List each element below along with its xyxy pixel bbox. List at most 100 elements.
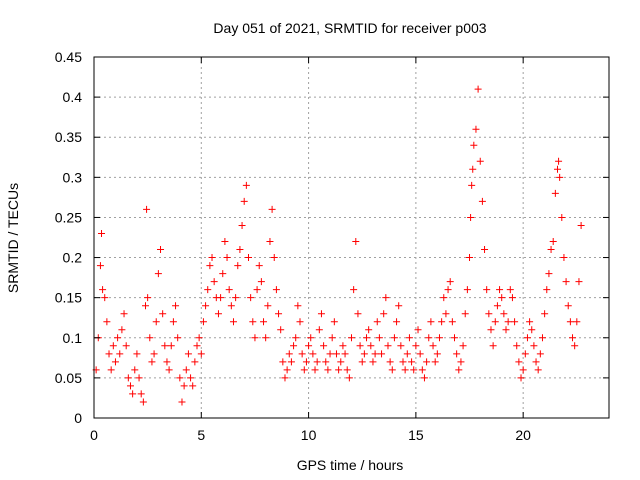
- data-point: [120, 310, 128, 318]
- data-point: [410, 366, 418, 374]
- data-point: [129, 390, 137, 398]
- data-point: [262, 334, 270, 342]
- data-point: [285, 350, 293, 358]
- data-point: [519, 366, 527, 374]
- data-point: [478, 197, 486, 205]
- data-point: [197, 350, 205, 358]
- data-point: [234, 262, 242, 270]
- data-point: [515, 358, 523, 366]
- data-point: [245, 254, 252, 262]
- data-point: [169, 318, 177, 326]
- data-point: [337, 358, 345, 366]
- data-point: [521, 350, 529, 358]
- data-point: [470, 141, 478, 149]
- chart-title: Day 051 of 2021, SRMTID for receiver p00…: [213, 20, 486, 36]
- data-point: [427, 318, 435, 326]
- data-point: [558, 213, 566, 221]
- data-point: [229, 318, 237, 326]
- data-point: [438, 318, 446, 326]
- data-point: [99, 286, 107, 294]
- data-point: [322, 358, 330, 366]
- data-point: [232, 294, 240, 302]
- data-point: [268, 205, 276, 213]
- data-point: [191, 358, 199, 366]
- data-point: [390, 334, 398, 342]
- data-point: [326, 350, 334, 358]
- data-point: [221, 238, 229, 246]
- data-point: [204, 286, 212, 294]
- data-point: [485, 310, 493, 318]
- data-point: [150, 350, 158, 358]
- data-point: [206, 262, 214, 270]
- data-point: [371, 350, 379, 358]
- data-point: [534, 366, 542, 374]
- data-point: [412, 342, 420, 350]
- data-point: [354, 310, 362, 318]
- data-point: [238, 221, 246, 229]
- data-point: [474, 85, 482, 93]
- data-point: [459, 342, 467, 350]
- data-point: [556, 173, 564, 181]
- data-point: [545, 270, 553, 278]
- data-point: [165, 366, 173, 374]
- data-point: [182, 366, 190, 374]
- data-point: [575, 278, 583, 286]
- y-tick-label: 0.05: [55, 370, 82, 386]
- data-point: [105, 350, 113, 358]
- data-point: [184, 350, 192, 358]
- data-point: [511, 318, 519, 326]
- data-point: [491, 318, 499, 326]
- data-point: [560, 254, 568, 262]
- data-point: [249, 318, 257, 326]
- data-point: [122, 342, 130, 350]
- data-point: [541, 310, 549, 318]
- data-point: [98, 229, 106, 237]
- data-point: [305, 342, 313, 350]
- data-point: [187, 374, 195, 382]
- data-point: [131, 366, 139, 374]
- data-point: [369, 358, 377, 366]
- data-point: [388, 366, 396, 374]
- data-point: [352, 238, 360, 246]
- data-point: [178, 398, 186, 406]
- data-point: [242, 181, 250, 189]
- data-point: [543, 286, 551, 294]
- data-point: [176, 374, 184, 382]
- data-point: [429, 342, 437, 350]
- data-point: [461, 310, 469, 318]
- data-point: [350, 286, 358, 294]
- data-point: [143, 205, 151, 213]
- data-point: [577, 221, 585, 229]
- data-point: [356, 342, 364, 350]
- data-point: [309, 350, 317, 358]
- data-point: [341, 350, 349, 358]
- data-point: [562, 278, 570, 286]
- data-point: [142, 302, 149, 310]
- data-point: [555, 157, 563, 165]
- data-point: [272, 286, 280, 294]
- data-point: [467, 213, 475, 221]
- data-point: [208, 254, 216, 262]
- data-point: [414, 326, 422, 334]
- data-point: [330, 318, 338, 326]
- data-point: [420, 374, 428, 382]
- y-tick-labels: 0 0.05 0.1 0.15 0.2 0.25 0.3 0.35 0.4 0.45: [55, 49, 82, 426]
- data-point: [320, 342, 328, 350]
- data-point: [296, 318, 304, 326]
- data-point: [264, 302, 272, 310]
- data-point: [403, 350, 411, 358]
- data-point: [468, 181, 476, 189]
- y-tick-label: 0: [74, 410, 82, 426]
- data-point: [96, 262, 104, 270]
- data-point: [260, 318, 268, 326]
- y-tick-label: 0.2: [63, 250, 83, 266]
- data-point: [290, 342, 298, 350]
- data-point: [298, 350, 306, 358]
- data-point: [564, 302, 572, 310]
- data-point: [451, 334, 458, 342]
- data-point: [378, 350, 386, 358]
- data-point: [251, 334, 259, 342]
- data-point: [348, 334, 355, 342]
- data-point: [498, 294, 506, 302]
- data-point: [481, 246, 489, 254]
